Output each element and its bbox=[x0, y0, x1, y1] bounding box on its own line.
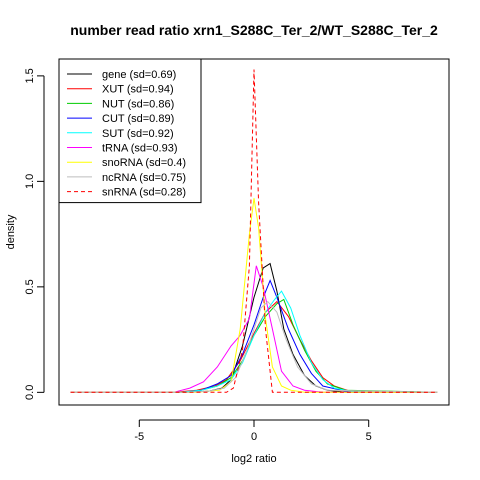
series-line bbox=[70, 290, 438, 393]
legend-label: NUT (sd=0.86) bbox=[102, 98, 174, 110]
y-tick-label: 1.5 bbox=[24, 68, 36, 83]
series-line bbox=[70, 300, 438, 393]
chart-title: number read ratio xrn1_S288C_Ter_2/WT_S2… bbox=[70, 22, 438, 38]
series-line bbox=[70, 300, 438, 393]
x-axis-label: log2 ratio bbox=[231, 453, 276, 465]
series-line bbox=[70, 198, 438, 393]
series-line bbox=[70, 279, 438, 393]
series-line bbox=[70, 69, 438, 393]
y-axis: 0.0 0.5 1.0 1.5 bbox=[24, 68, 45, 400]
legend: gene (sd=0.69) XUT (sd=0.94) NUT (sd=0.86)… bbox=[58, 58, 202, 204]
legend-label: gene (sd=0.69) bbox=[102, 69, 176, 81]
legend-label: snoRNA (sd=0.4) bbox=[102, 157, 186, 169]
legend-label: SUT (sd=0.92) bbox=[102, 128, 174, 140]
legend-label: snRNA (sd=0.28) bbox=[102, 187, 186, 199]
x-tick-label: 5 bbox=[366, 431, 372, 443]
x-tick-label: -5 bbox=[134, 431, 144, 443]
y-tick-label: 1.0 bbox=[24, 174, 36, 189]
legend-box bbox=[58, 58, 202, 204]
legend-label: XUT (sd=0.94) bbox=[102, 84, 174, 96]
y-tick-label: 0.5 bbox=[24, 279, 36, 294]
x-tick-label: 0 bbox=[251, 431, 257, 443]
plot-frame bbox=[58, 58, 450, 406]
legend-label: tRNA (sd=0.93) bbox=[102, 143, 178, 155]
x-axis: -5 0 5 bbox=[134, 419, 372, 443]
series-line bbox=[70, 265, 438, 393]
y-tick-label: 0.0 bbox=[24, 385, 36, 400]
series-line bbox=[70, 298, 438, 393]
series-layer bbox=[70, 69, 438, 393]
legend-label: CUT (sd=0.89) bbox=[102, 113, 174, 125]
y-axis-label: density bbox=[5, 214, 17, 249]
legend-label: ncRNA (sd=0.75) bbox=[102, 172, 186, 184]
